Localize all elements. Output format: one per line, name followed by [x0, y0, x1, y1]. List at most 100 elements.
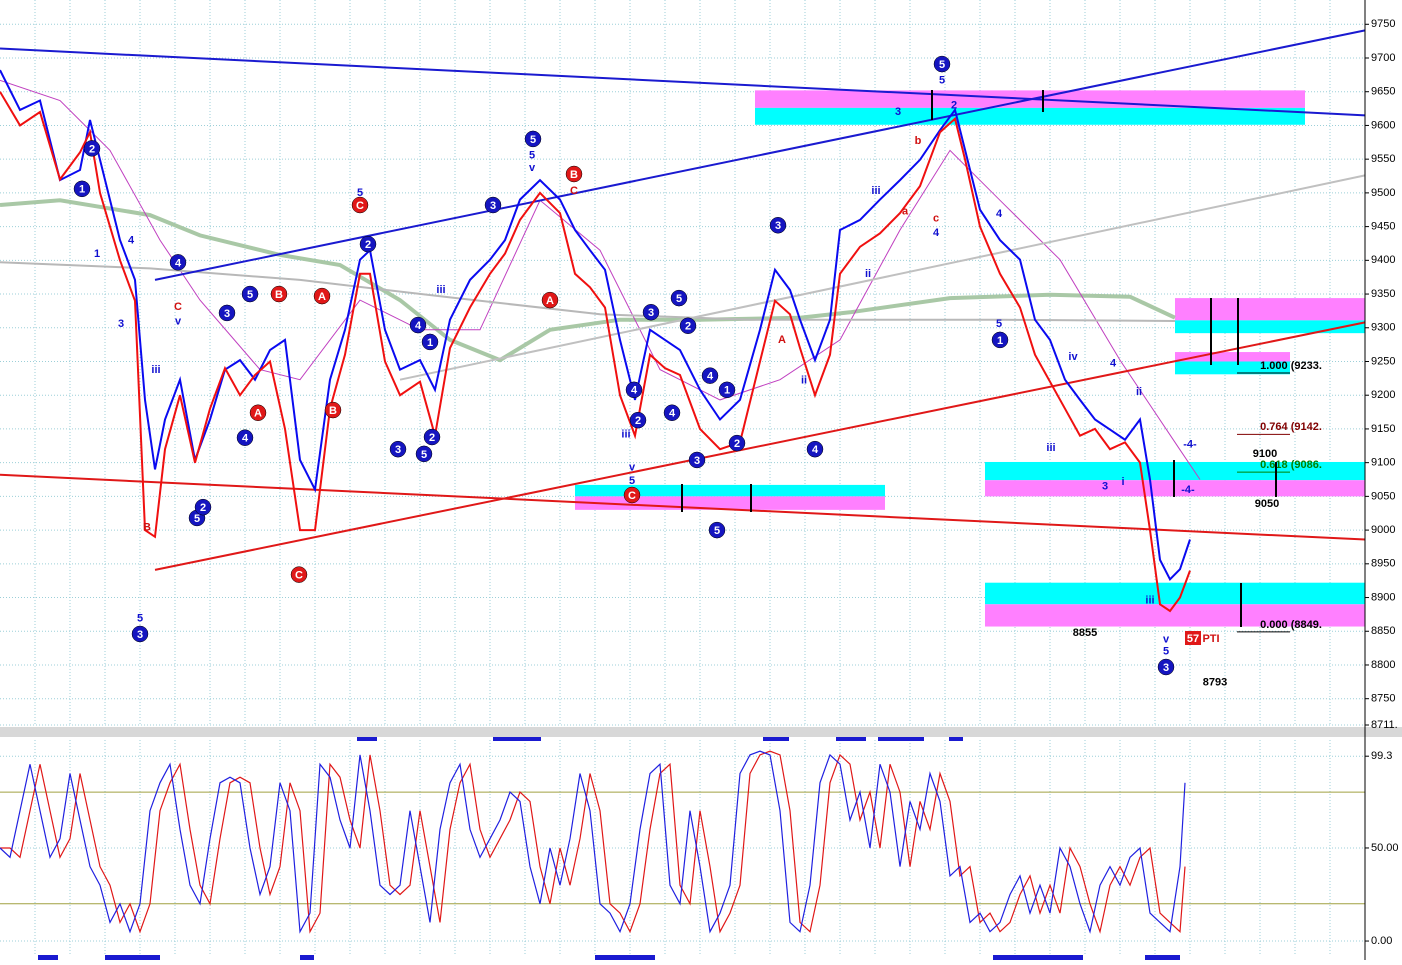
wave-marker — [423, 428, 441, 446]
marker — [300, 955, 314, 960]
zone — [755, 107, 1305, 125]
wave-marker — [623, 486, 641, 504]
fib-label: 0.764 (9142. — [1260, 421, 1322, 433]
zone — [1175, 361, 1290, 375]
wave-label: 9100 — [1253, 448, 1277, 460]
y-tick-label: 9700 — [1371, 52, 1395, 64]
wave-label: C — [356, 200, 364, 212]
wave-label: ii — [865, 268, 871, 280]
time-markers — [38, 737, 1180, 960]
wave-label: B — [275, 289, 283, 301]
wave-label: i — [1121, 476, 1124, 488]
wave-label: 3 — [118, 318, 124, 330]
wave-label: 1 — [724, 385, 730, 397]
series-line — [0, 750, 1186, 934]
wave-marker — [1157, 658, 1175, 676]
wave-label: ii — [1136, 386, 1142, 398]
wave-label: 5 — [629, 475, 635, 487]
wave-marker — [421, 333, 439, 351]
panel: 8750 8800 8850 8900 8950 9000 9050 9100 9150 9200… — [0, 18, 1398, 731]
wave-label: 3 — [490, 200, 496, 212]
marker — [38, 955, 58, 960]
wave-label: 4 — [996, 208, 1003, 220]
y-tick-label: 9200 — [1371, 389, 1395, 401]
wave-label: iii — [1145, 594, 1154, 606]
wave-label: 1 — [427, 337, 433, 349]
wave-marker — [351, 196, 369, 214]
y-tick-label: 8900 — [1371, 591, 1395, 603]
y-tick-label: 9750 — [1371, 18, 1395, 30]
marker — [836, 737, 866, 741]
wave-marker — [241, 285, 259, 303]
wave-label: v — [629, 462, 636, 474]
wave-label: A — [778, 334, 786, 346]
wave-label: 5 — [137, 613, 143, 625]
wave-marker — [194, 498, 212, 516]
wave-marker — [236, 429, 254, 446]
wave-marker — [359, 235, 377, 253]
wave-marker — [541, 291, 559, 309]
wave-label: 3 — [648, 307, 654, 319]
wave-marker — [313, 287, 331, 305]
y-tick-label: 9150 — [1371, 423, 1395, 435]
moving-average — [0, 198, 1176, 363]
wave-label: 5 — [247, 289, 253, 301]
y-tick-label: 9350 — [1371, 288, 1395, 300]
wave-label: C — [628, 490, 636, 502]
wave-label: iii — [621, 429, 630, 441]
wave-marker — [728, 434, 746, 452]
oscillator-background — [0, 737, 1365, 960]
wave-label: 4 — [631, 385, 638, 397]
moving-average — [0, 261, 1176, 322]
wave-label: 4 — [175, 257, 182, 269]
wave-marker — [663, 404, 681, 421]
marker — [763, 737, 789, 741]
wave-label: 2 — [635, 415, 641, 427]
wave-marker — [769, 217, 787, 234]
y-tick-label: 8750 — [1371, 693, 1395, 705]
wave-label: c — [933, 213, 939, 225]
fib-label: 1.000 (9233. — [1260, 360, 1322, 372]
wave-label: v — [529, 162, 536, 174]
wave-marker — [218, 304, 236, 322]
y-tick-label: 9550 — [1371, 153, 1395, 165]
wave-marker — [324, 401, 342, 419]
wave-label: 5 — [421, 449, 427, 461]
wave-label: 5 — [194, 513, 200, 525]
wave-label: 2 — [951, 99, 957, 111]
wave-label: -4- — [1183, 439, 1197, 451]
wave-label: 3 — [224, 308, 230, 320]
layers: 8750 8800 8850 8900 8950 9000 9050 9100 9150 9200… — [0, 18, 1399, 947]
panel: 99.3 50.00 0.00 — [0, 750, 1399, 947]
wave-label: 3 — [1102, 480, 1108, 492]
wave-label: 4 — [128, 234, 135, 246]
wave-label: 5 — [357, 187, 363, 199]
wave-label: 2 — [685, 321, 691, 333]
wave-label: A — [318, 291, 326, 303]
wave-label: 5 — [529, 149, 535, 161]
y-tick-label: 8800 — [1371, 659, 1395, 671]
y-tick-label: 9450 — [1371, 221, 1395, 233]
zone — [1175, 352, 1290, 362]
wave-label: A — [546, 295, 554, 307]
wave-marker — [701, 367, 719, 384]
wave-label: 2 — [200, 502, 206, 514]
y-tick-label: 9600 — [1371, 119, 1395, 131]
y-tick-label: 8950 — [1371, 558, 1395, 570]
wave-label: 3 — [694, 455, 700, 467]
wave-label: C — [174, 301, 182, 313]
wave-label: iii — [1046, 442, 1055, 454]
trendline — [0, 47, 1366, 117]
wave-label: 1 — [79, 184, 85, 196]
y-tick-label: 8850 — [1371, 625, 1395, 637]
y-tick-label: 0.00 — [1371, 935, 1392, 947]
y-tick-label: 9650 — [1371, 86, 1395, 98]
trendline — [399, 174, 1366, 381]
wave-label: C — [570, 185, 578, 197]
wave-label: A — [254, 408, 262, 420]
wave-label: a — [902, 205, 909, 217]
wave-marker — [389, 440, 407, 458]
wave-label: 4 — [242, 433, 249, 445]
y-tick-label: 99.3 — [1371, 750, 1392, 762]
wave-label: v — [175, 315, 182, 327]
